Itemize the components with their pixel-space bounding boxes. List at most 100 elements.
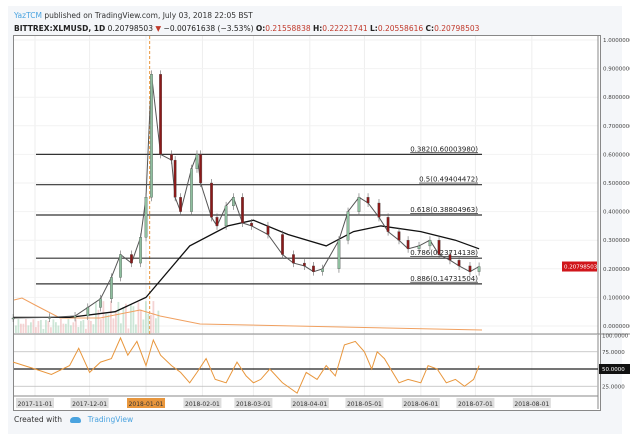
date-tick-bg (345, 398, 384, 408)
volume-bar (87, 320, 90, 333)
volume-bar (127, 328, 130, 333)
volume-bar (157, 310, 160, 333)
volume-bar (20, 323, 22, 333)
volume-bar (35, 327, 37, 333)
high-value: 0.22221741 (322, 24, 368, 33)
price-axis-label: 0.70000000 (603, 124, 630, 130)
volume-bar (67, 319, 70, 333)
volume-bar (85, 328, 87, 333)
candle-body (195, 154, 199, 169)
candle-body (110, 277, 113, 299)
open-value: 0.21558838 (265, 24, 311, 33)
volume-bar (42, 328, 45, 333)
volume-bar (52, 319, 55, 333)
volume-bar (100, 319, 102, 333)
volume-bar (57, 325, 60, 333)
candle-body (119, 254, 122, 278)
volume-bar (77, 327, 80, 333)
candle-body (321, 268, 324, 272)
volume-bar (152, 301, 155, 333)
candle-body (468, 265, 472, 272)
price-axis-label: 0.80000000 (603, 95, 630, 101)
low-value: 0.20558616 (377, 24, 424, 33)
candle-body (224, 205, 228, 227)
candle-body (170, 154, 173, 161)
candle-body (144, 197, 148, 238)
volume-bar (155, 318, 157, 333)
volume-bar (17, 319, 20, 333)
fib-level-label: 0.5(0.49404472) (419, 176, 478, 184)
footer: Created with TradingView (14, 415, 133, 424)
price-axis-label: 0.10000000 (603, 295, 630, 301)
candle-body (73, 315, 77, 318)
date-tick-bg (16, 398, 54, 408)
candle-body (232, 197, 235, 207)
rsi-line (13, 336, 480, 394)
volume-bar (90, 320, 92, 333)
volume-bar (137, 302, 140, 333)
date-tick-label: 2018-02-01 (185, 401, 220, 408)
date-tick-bg (70, 398, 109, 408)
date-tick-bg (512, 398, 551, 408)
volume-bar (147, 313, 150, 333)
close-value: 0.20798503 (434, 24, 480, 33)
volume-bar (150, 314, 152, 333)
price-axis-label: 0.50000000 (603, 181, 630, 187)
volume-bar (135, 324, 137, 333)
date-tick-label: 2018-04-01 (292, 401, 327, 408)
volume-bar (30, 322, 32, 333)
author-link[interactable]: YazTCM (14, 11, 42, 20)
volume-bar (105, 313, 107, 333)
volume-bar (50, 327, 52, 333)
candle-body (11, 317, 15, 320)
rsi-axis-label: 25.0000 (602, 384, 625, 390)
volume-bar (142, 319, 145, 333)
rsi-current-badge (599, 364, 630, 374)
volume-bar (110, 301, 112, 333)
candle-body (281, 234, 284, 255)
volume-bar (27, 325, 30, 333)
volume-bar (60, 319, 62, 333)
candle-body (292, 254, 295, 264)
open-label: O: (255, 24, 266, 33)
volume-bar (132, 306, 135, 333)
volume-bar (70, 325, 72, 333)
volume-bar (117, 301, 120, 333)
date-tick-bg (127, 398, 166, 408)
date-tick-bg (401, 398, 440, 408)
candle-body (159, 74, 162, 155)
volume-bar (97, 309, 100, 333)
fib-level-label: 0.382(0.60003980) (410, 145, 478, 153)
volume-bar (122, 306, 125, 333)
volume-bar (32, 319, 35, 333)
price-axis-label: 0.30000000 (603, 238, 630, 244)
created-with-text: Created with (14, 415, 62, 424)
volume-bar (120, 323, 122, 333)
volume-bar (75, 319, 77, 333)
candle-body (417, 245, 421, 249)
published-text: published on TradingView.com, July 03, 2… (44, 11, 253, 20)
volume-bar (40, 320, 42, 333)
volume-bar (47, 320, 50, 333)
price-axis-label: 1.00000000 (603, 38, 630, 44)
volume-bar (92, 324, 95, 333)
candle-body (99, 298, 102, 308)
volume-bar (45, 320, 47, 333)
candle-body (210, 182, 213, 218)
date-tick-bg (234, 398, 273, 408)
price-axis-label: 0.40000000 (603, 210, 630, 216)
volume-bar (65, 323, 67, 333)
publish-info: YazTCM published on TradingView.com, Jul… (14, 11, 253, 20)
tradingview-link[interactable]: TradingView (87, 415, 134, 424)
date-tick-label: 2018-08-01 (514, 401, 549, 408)
candle-body (477, 266, 481, 272)
rsi-axis-label: 75.0000 (602, 350, 625, 356)
date-tick-label: 2018-06-01 (403, 401, 438, 408)
candle-body (437, 240, 441, 255)
date-tick-label: 2018-05-01 (347, 401, 382, 408)
price-axis-label: 0.20000000 (603, 267, 630, 273)
fib-level-label: 0.618(0.38804963) (410, 206, 478, 214)
date-tick-label: 2017-11-01 (18, 401, 53, 408)
date-tick-bg (456, 398, 495, 408)
